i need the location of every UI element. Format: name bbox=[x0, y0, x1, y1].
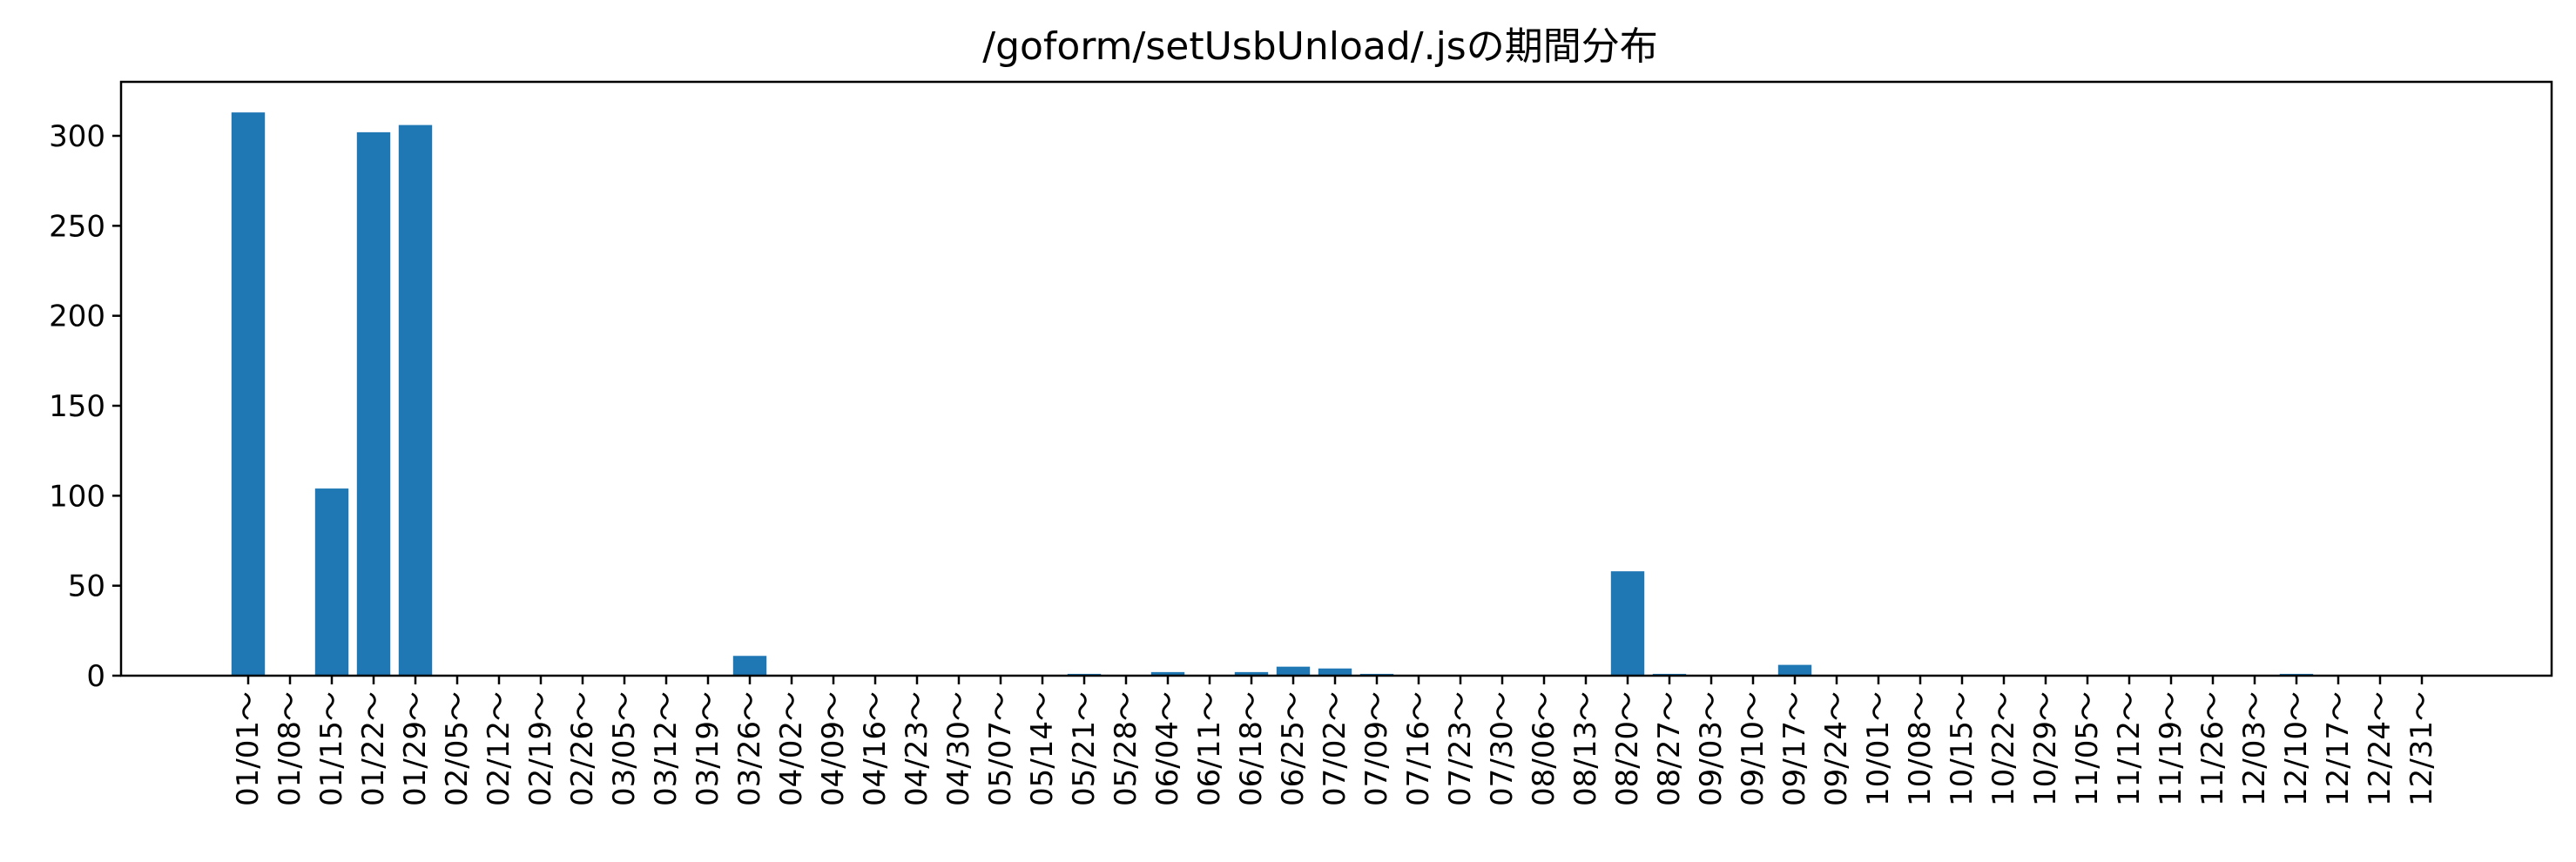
x-tick-label: 06/04～ bbox=[1150, 691, 1185, 806]
x-tick-label: 05/21～ bbox=[1067, 691, 1102, 806]
x-tick-label: 01/15～ bbox=[314, 691, 349, 806]
bar-08/20～ bbox=[1610, 571, 1645, 676]
x-tick-label: 05/07～ bbox=[983, 691, 1018, 806]
x-tick-label: 10/01～ bbox=[1861, 691, 1896, 806]
x-tick-label: 09/17～ bbox=[1777, 691, 1812, 806]
y-axis: 0 50 100 150 200 250 300 bbox=[49, 119, 121, 694]
x-tick-label: 02/12～ bbox=[482, 691, 516, 806]
x-tick-label: 03/12～ bbox=[649, 691, 684, 806]
bars-group bbox=[231, 112, 2314, 677]
y-tick-label: 200 bbox=[49, 300, 105, 334]
y-tick-label: 0 bbox=[86, 659, 105, 694]
x-axis: 01/01～ 01/08～ 01/15～ 01/22～ 01/29～ 02/05～ 02/1… bbox=[231, 676, 2439, 806]
y-tick-label: 50 bbox=[68, 569, 105, 604]
bar-01/01～ bbox=[231, 112, 266, 676]
x-tick-label: 04/23～ bbox=[900, 691, 934, 806]
bar-07/02～ bbox=[1318, 668, 1352, 676]
x-tick-label: 05/28～ bbox=[1109, 691, 1143, 806]
x-tick-label: 12/17～ bbox=[2321, 691, 2356, 806]
x-tick-label: 04/30～ bbox=[941, 691, 976, 806]
x-tick-label: 11/05～ bbox=[2070, 691, 2105, 806]
x-tick-label: 01/01～ bbox=[231, 691, 266, 806]
bar-01/15～ bbox=[314, 488, 349, 676]
bar-06/25～ bbox=[1276, 666, 1311, 676]
x-tick-label: 04/09～ bbox=[816, 691, 851, 806]
x-tick-label: 01/22～ bbox=[356, 691, 391, 806]
x-tick-label: 02/19～ bbox=[523, 691, 558, 806]
bar-03/26～ bbox=[732, 656, 767, 676]
x-tick-label: 10/15～ bbox=[1945, 691, 1979, 806]
x-tick-label: 07/02～ bbox=[1318, 691, 1352, 806]
x-tick-label: 02/05～ bbox=[440, 691, 475, 806]
x-tick-label: 03/19～ bbox=[691, 691, 725, 806]
x-tick-label: 11/26～ bbox=[2195, 691, 2230, 806]
y-tick-label: 100 bbox=[49, 479, 105, 514]
x-tick-label: 03/26～ bbox=[732, 691, 767, 806]
x-tick-label: 08/06～ bbox=[1527, 691, 1561, 806]
x-tick-label: 10/22～ bbox=[1986, 691, 2021, 806]
x-tick-label: 11/19～ bbox=[2154, 691, 2188, 806]
x-tick-label: 12/31～ bbox=[2404, 691, 2439, 806]
x-tick-label: 12/10～ bbox=[2279, 691, 2314, 806]
x-tick-label: 09/03～ bbox=[1694, 691, 1729, 806]
bar-09/17～ bbox=[1777, 664, 1812, 676]
x-tick-label: 07/09～ bbox=[1359, 691, 1394, 806]
x-tick-label: 06/18～ bbox=[1234, 691, 1269, 806]
x-tick-label: 04/02～ bbox=[774, 691, 809, 806]
plot-frame bbox=[119, 80, 2553, 677]
bar-01/29～ bbox=[398, 125, 433, 677]
chart-title: /goform/setUsbUnload/.jsの期間分布 bbox=[982, 24, 1657, 69]
x-tick-label: 06/11～ bbox=[1192, 691, 1227, 806]
x-tick-label: 09/10～ bbox=[1736, 691, 1770, 806]
x-tick-label: 03/05～ bbox=[607, 691, 642, 806]
x-tick-label: 01/29～ bbox=[398, 691, 433, 806]
x-tick-label: 10/29～ bbox=[2028, 691, 2063, 806]
x-tick-label: 12/03～ bbox=[2237, 691, 2272, 806]
x-tick-label: 12/24～ bbox=[2363, 691, 2397, 806]
x-tick-label: 08/13～ bbox=[1568, 691, 1603, 806]
x-tick-label: 07/23～ bbox=[1443, 691, 1478, 806]
y-tick-label: 150 bbox=[49, 389, 105, 424]
x-tick-label: 08/27～ bbox=[1652, 691, 1687, 806]
x-tick-label: 11/12～ bbox=[2112, 691, 2147, 806]
x-tick-label: 02/26～ bbox=[565, 691, 600, 806]
bar-06/04～ bbox=[1150, 671, 1185, 676]
x-tick-label: 06/25～ bbox=[1276, 691, 1311, 806]
y-tick-label: 300 bbox=[49, 119, 105, 154]
x-tick-label: 07/30～ bbox=[1485, 691, 1520, 806]
bar-01/22～ bbox=[356, 131, 391, 676]
x-tick-label: 05/14～ bbox=[1025, 691, 1060, 806]
y-tick-label: 250 bbox=[49, 209, 105, 244]
x-tick-label: 08/20～ bbox=[1610, 691, 1645, 806]
x-tick-label: 07/16～ bbox=[1401, 691, 1436, 806]
x-tick-label: 01/08～ bbox=[273, 691, 307, 806]
x-tick-label: 04/16～ bbox=[858, 691, 893, 806]
bar-06/18～ bbox=[1234, 671, 1269, 676]
x-tick-label: 10/08～ bbox=[1903, 691, 1938, 806]
x-tick-label: 09/24～ bbox=[1819, 691, 1854, 806]
